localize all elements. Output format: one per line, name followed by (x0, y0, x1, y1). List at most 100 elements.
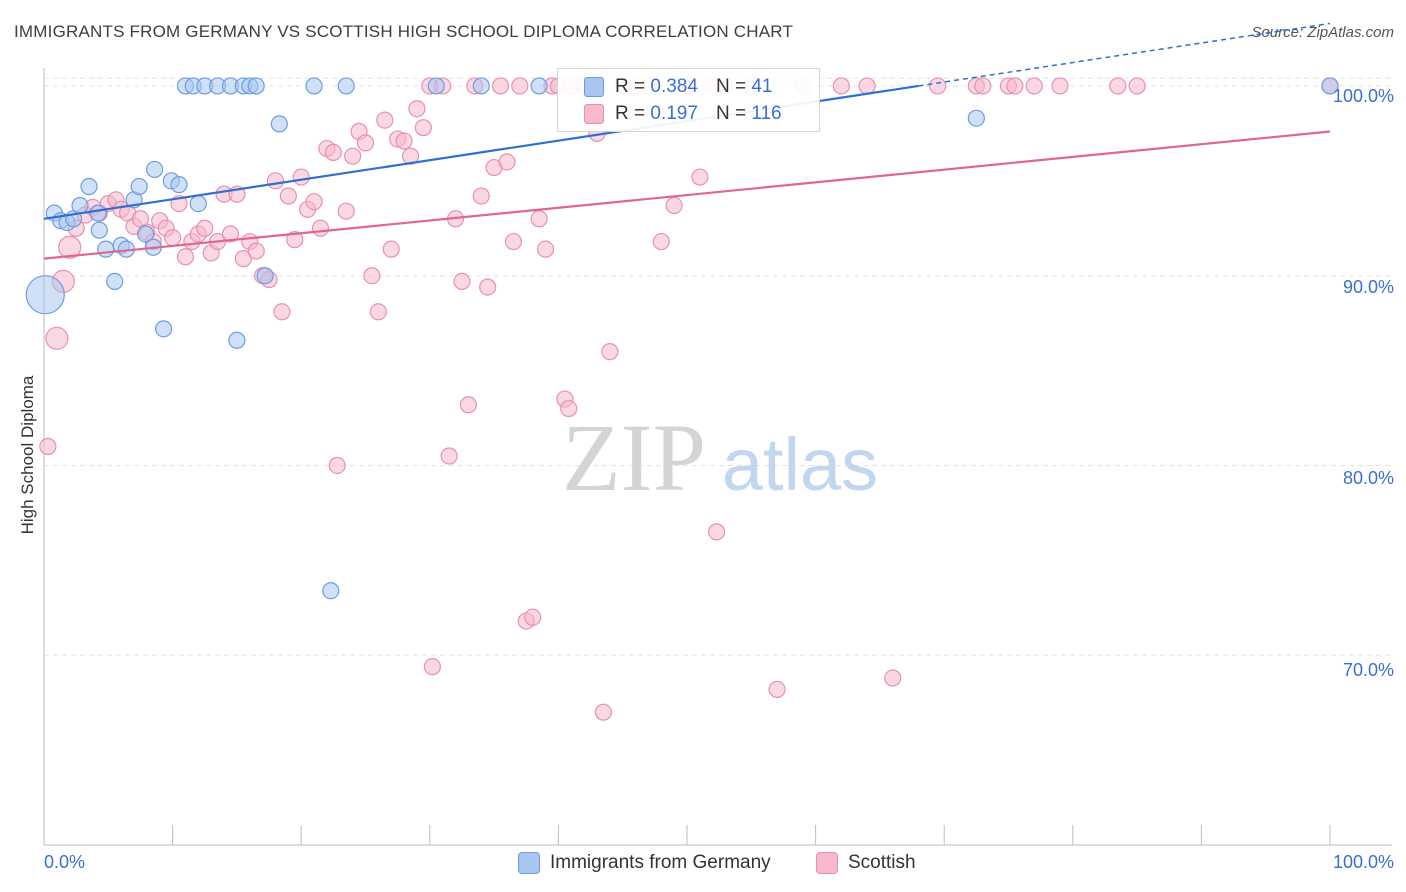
germany-point-37 (472, 77, 490, 95)
y-tick-label-80: 80.0% (1342, 468, 1394, 488)
germany-point-32 (270, 115, 288, 133)
scottish-point-85 (601, 343, 619, 361)
scottish-point-29 (234, 250, 252, 268)
germany-point-14 (130, 177, 148, 196)
scottish-point-107 (1025, 77, 1043, 95)
scottish-point-110 (1128, 77, 1146, 95)
scottish-n-value: 116 (751, 103, 782, 124)
watermark: ZIP atlas (562, 404, 878, 511)
x-tick-label-0: 0.0% (44, 852, 86, 872)
germany-point-9 (97, 240, 115, 258)
scottish-point-59 (423, 658, 441, 676)
scottish-point-36 (279, 187, 297, 205)
legend-germany-label: Immigrants from Germany (550, 852, 771, 873)
scottish-point-56 (408, 100, 426, 118)
germany-point-20 (170, 176, 188, 194)
series-germany-points (25, 77, 1339, 600)
scottish-point-44 (328, 456, 346, 475)
scottish-point-57 (414, 119, 432, 137)
scottish-point-1 (45, 326, 69, 350)
scottish-point-49 (363, 267, 381, 285)
germany-point-18 (154, 320, 173, 338)
scottish-point-89 (652, 232, 670, 251)
scottish-point-71 (504, 232, 522, 251)
scottish-point-80 (560, 399, 578, 418)
legend-item-scottish: Scottish (816, 852, 916, 874)
scottish-point-70 (498, 153, 516, 171)
germany-swatch (584, 77, 604, 97)
legend-germany-swatch (518, 852, 540, 874)
scottish-point-63 (453, 272, 471, 291)
legend-row-germany: R = 0.384 N = 41 (584, 75, 772, 99)
scottish-point-45 (337, 202, 355, 220)
chart-title: IMMIGRANTS FROM GERMANY VS SCOTTISH HIGH… (14, 22, 794, 41)
gridlines (44, 77, 1392, 656)
scottish-point-3 (58, 235, 82, 259)
axes (43, 68, 1392, 846)
scottish-point-48 (356, 134, 375, 152)
scottish-point-67 (479, 278, 497, 296)
scottish-point-74 (524, 608, 542, 626)
scottish-point-23 (196, 219, 214, 237)
scottish-point-18 (164, 229, 182, 247)
scottish-point-37 (286, 231, 304, 249)
legend-scottish-label: Scottish (848, 852, 916, 873)
scottish-point-51 (376, 111, 394, 129)
scottish-point-50 (369, 303, 387, 321)
scottish-point-20 (176, 248, 195, 266)
scottish-point-64 (459, 396, 477, 414)
germany-point-0 (25, 275, 65, 315)
scottish-point-72 (511, 77, 529, 95)
watermark-zip: ZIP (562, 404, 706, 511)
y-tick-label-70: 70.0% (1342, 660, 1394, 680)
scottish-point-92 (691, 168, 709, 186)
germany-point-36 (427, 77, 445, 95)
germany-point-39 (967, 109, 985, 127)
watermark-atlas: atlas (722, 423, 878, 506)
germany-point-15 (136, 225, 155, 243)
y-tick-label-100: 100.0% (1332, 86, 1394, 106)
scottish-point-35 (273, 303, 291, 321)
source-credit: Source: ZipAtlas.com (1251, 24, 1394, 41)
germany-point-5 (71, 196, 89, 215)
germany-point-31 (256, 267, 274, 285)
germany-point-35 (337, 77, 355, 95)
scottish-point-108 (1051, 77, 1069, 95)
scottish-point-0 (39, 437, 57, 456)
germany-n-label: N = (715, 76, 747, 97)
trend-lines (43, 22, 1331, 260)
legend-item-germany: Immigrants from Germany (518, 852, 771, 874)
scottish-point-102 (929, 77, 947, 95)
scottish-n-label: N = (715, 103, 747, 124)
scottish-point-101 (884, 669, 902, 687)
germany-point-7 (89, 204, 107, 222)
germany-point-17 (145, 160, 164, 179)
scottish-point-109 (1109, 77, 1127, 95)
germany-point-30 (247, 77, 265, 95)
scottish-point-106 (1006, 77, 1024, 95)
germany-point-10 (106, 272, 124, 291)
scottish-point-31 (247, 242, 265, 260)
scottish-r-label: R = (615, 103, 646, 124)
germany-point-23 (189, 195, 207, 213)
scottish-point-54 (395, 132, 413, 150)
scottish-point-94 (707, 523, 726, 541)
scottish-trend-line (43, 130, 1331, 260)
germany-point-38 (530, 77, 548, 95)
scottish-point-61 (440, 447, 458, 465)
germany-point-34 (322, 582, 340, 600)
x-tick-label-100: 100.0% (1332, 852, 1394, 872)
germany-point-33 (305, 77, 323, 95)
scottish-point-34 (266, 172, 285, 190)
scottish-point-46 (344, 147, 362, 165)
germany-r-label: R = (615, 76, 646, 97)
legend-scottish-swatch (816, 852, 838, 874)
y-tick-label-90: 90.0% (1342, 277, 1394, 297)
germany-n-value: 41 (751, 76, 773, 97)
scottish-point-52 (382, 240, 400, 258)
legend-row-scottish: R = 0.197 N = 116 (584, 102, 782, 126)
scottish-point-76 (536, 240, 555, 258)
scottish-point-66 (472, 187, 490, 205)
germany-trend-extension (918, 22, 1331, 87)
scottish-point-99 (832, 77, 850, 95)
